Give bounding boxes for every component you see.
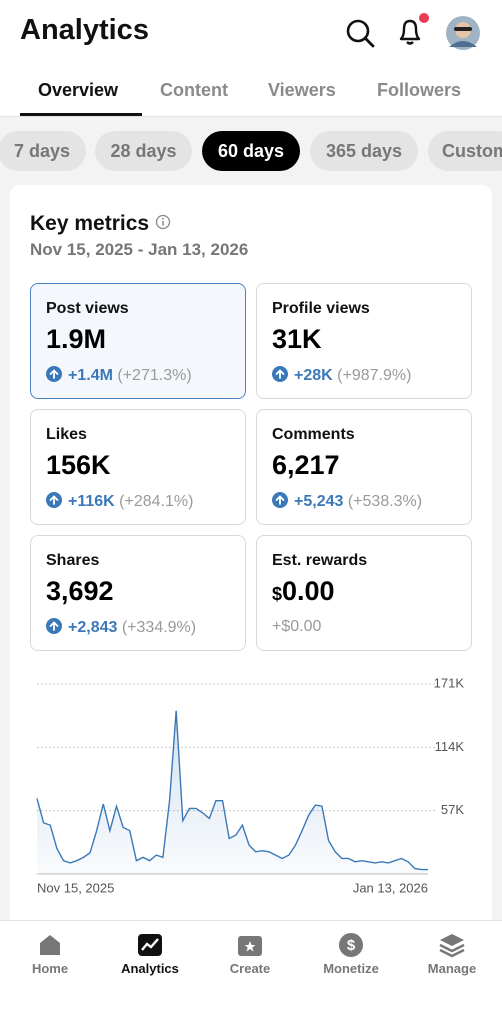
value: 3,692	[46, 576, 114, 606]
metric-label: Shares	[46, 552, 100, 569]
y-tick-label: 114K	[435, 739, 465, 754]
page-title: Analytics	[20, 14, 149, 46]
up-arrow	[272, 492, 288, 508]
nav-label[interactable]: Manage	[427, 961, 477, 976]
metric-value: 156K	[46, 450, 111, 481]
metric-value: $0.00	[272, 576, 335, 607]
metric-value: 31K	[272, 324, 322, 355]
percent: (+538.3%)	[347, 493, 423, 510]
up-arrow	[272, 366, 288, 382]
tab[interactable]: Content	[160, 80, 228, 100]
change: +116K	[68, 493, 115, 510]
change: +2,843	[68, 619, 118, 636]
up-arrow	[46, 492, 62, 508]
value: 156K	[46, 450, 111, 480]
metric-card[interactable]: Est. rewards $0.00 +$0.00	[256, 535, 472, 651]
percent: (+334.9%)	[121, 619, 197, 636]
x-tick-label: Nov 15, 2025	[37, 880, 114, 895]
metric-value: 1.9M	[46, 324, 106, 355]
avatar[interactable]	[445, 15, 481, 51]
value: 6,217	[272, 450, 340, 480]
metric-label: Est. rewards	[272, 552, 368, 569]
up-arrow	[46, 618, 62, 634]
percent: (+284.1%)	[119, 493, 194, 510]
chart: 57K 114K 171K Nov 15, 2025 Jan 13, 2026	[36, 675, 465, 895]
area	[37, 710, 428, 874]
percent: (+987.9%)	[337, 367, 412, 384]
metric-card[interactable]: Likes 156K +116K (+284.1%)	[30, 409, 246, 525]
nav-icon[interactable]: $	[301, 921, 401, 964]
tab[interactable]: Overview	[38, 80, 119, 100]
nav-label[interactable]: Create	[229, 961, 271, 976]
date-range: Nov 15, 2025 - Jan 13, 2026	[30, 240, 249, 259]
nav-label[interactable]: Home	[31, 961, 69, 976]
metric-value: 3,692	[46, 576, 114, 607]
metric-card[interactable]: Profile views 31K +28K (+987.9%)	[256, 283, 472, 399]
metric-card[interactable]: Post views 1.9M +1.4M (+271.3%)	[30, 283, 246, 399]
card-title: Key metrics	[30, 212, 171, 236]
currency: $	[272, 584, 283, 604]
value: 1.9M	[46, 324, 107, 354]
range-pill[interactable]: 7 days	[0, 131, 86, 171]
metric-change: +5,243 (+538.3%)	[272, 492, 422, 511]
up-arrow	[46, 366, 62, 382]
nav-icon[interactable]	[0, 921, 100, 964]
change: +28K	[294, 367, 333, 384]
range-pill[interactable]: 365 days	[310, 131, 418, 171]
metric-change: +116K (+284.1%)	[46, 492, 193, 511]
metric-label: Profile views	[272, 300, 370, 317]
value: 31K	[272, 324, 322, 354]
range-pill[interactable]: 28 days	[95, 131, 192, 171]
metric-label: Comments	[272, 426, 355, 443]
notification-icon[interactable]	[394, 12, 430, 48]
y-tick-label: 171K	[434, 675, 465, 690]
change: +5,243	[294, 493, 344, 510]
metric-change: +2,843 (+334.9%)	[46, 618, 196, 637]
value: 0.00	[282, 576, 335, 606]
tab[interactable]: Followers	[377, 80, 462, 100]
top-bar: Analytics	[0, 0, 502, 117]
nav-icon[interactable]	[200, 921, 300, 964]
info-icon[interactable]	[155, 214, 171, 230]
range-pill[interactable]: 60 days	[202, 131, 300, 171]
metric-card[interactable]: Shares 3,692 +2,843 (+334.9%)	[30, 535, 246, 651]
bottom-nav: Home Analytics Create $ Monetize Manage	[0, 920, 502, 1024]
change: +$0.00	[272, 618, 322, 635]
nav-label[interactable]: Analytics	[121, 961, 179, 976]
nav-icon[interactable]	[100, 921, 200, 964]
tab-indicator	[20, 113, 142, 116]
nav-label[interactable]: Monetize	[323, 961, 379, 976]
y-tick-label: 57K	[441, 802, 464, 817]
metric-value: 6,217	[272, 450, 340, 481]
metric-change: +28K (+987.9%)	[272, 366, 411, 385]
line	[36, 710, 428, 871]
metric-label: Likes	[46, 426, 87, 443]
metric-card[interactable]: Comments 6,217 +5,243 (+538.3%)	[256, 409, 472, 525]
metric-label: Post views	[46, 300, 129, 317]
svg-text:$: $	[347, 937, 356, 954]
percent: (+271.3%)	[117, 367, 192, 384]
range-pill[interactable]: Custom	[428, 131, 502, 171]
metric-change: +$0.00	[272, 618, 321, 636]
metric-change: +1.4M (+271.3%)	[46, 366, 192, 385]
change: +1.4M	[68, 367, 113, 384]
tab[interactable]: Viewers	[268, 80, 336, 100]
nav-icon[interactable]	[402, 921, 502, 964]
x-tick-label: Jan 13, 2026	[353, 880, 428, 895]
search-icon[interactable]	[344, 17, 376, 49]
